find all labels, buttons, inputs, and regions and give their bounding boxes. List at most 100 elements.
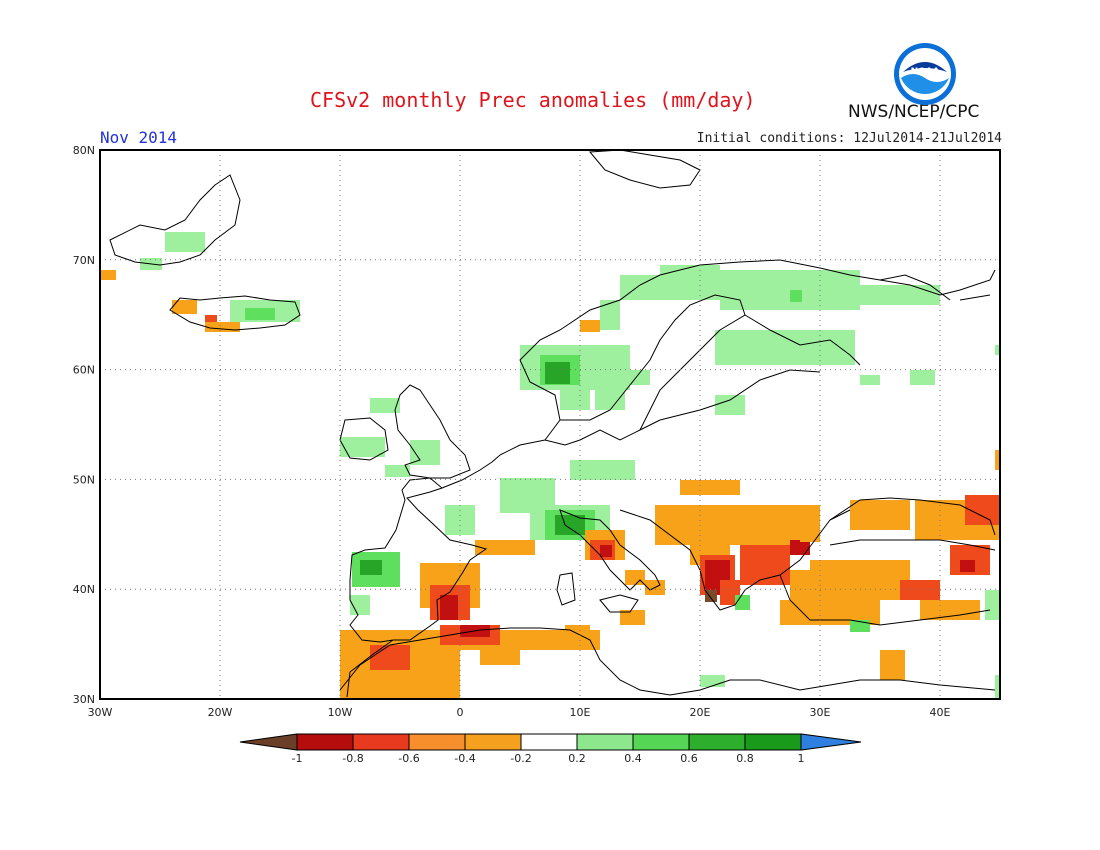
anomaly-cell [995, 345, 1000, 355]
anomaly-cell [985, 590, 1000, 620]
anomaly-cell [340, 630, 600, 650]
anomaly-cell [370, 645, 410, 670]
anomaly-cell [915, 500, 1000, 540]
anomaly-cell [735, 595, 750, 610]
anomaly-cell [340, 437, 385, 457]
legend-swatch [296, 733, 354, 751]
anomaly-cell [245, 308, 275, 320]
latitude-label: 40N [73, 583, 95, 596]
anomaly-cell [850, 620, 870, 632]
legend-label: -0.2 [510, 752, 531, 765]
sweden-coast [560, 294, 746, 431]
anomaly-cell [715, 330, 855, 365]
map-title: CFSv2 monthly Prec anomalies (mm/day) [310, 88, 756, 112]
anomaly-cell [600, 300, 620, 330]
noaa-logo-icon: NOAA [894, 43, 956, 105]
anomaly-cell [165, 232, 205, 252]
legend-label: -0.4 [454, 752, 475, 765]
anomaly-cell [995, 450, 1000, 470]
anomaly-cell [660, 265, 720, 280]
legend-swatch [632, 733, 690, 751]
italy-coast [559, 509, 661, 591]
anomaly-cell [900, 580, 940, 600]
anomaly-cell [810, 560, 910, 600]
legend-label: -0.6 [398, 752, 419, 765]
anomaly-cell [860, 375, 880, 385]
organization-label: NWS/NCEP/CPC [848, 102, 980, 122]
legend-swatch [576, 733, 634, 751]
anomaly-cell [715, 395, 745, 415]
iberia-coast [346, 477, 488, 698]
anomaly-cell [620, 275, 720, 300]
anomaly-cell [545, 362, 570, 384]
anomaly-cell [705, 560, 730, 595]
turkey-coast [779, 539, 996, 626]
anomaly-cell [760, 505, 820, 540]
anomaly-cell [645, 580, 665, 595]
anomaly-cell [440, 595, 458, 620]
anomaly-cell [790, 290, 802, 302]
anomaly-cell [370, 398, 400, 413]
baltic-coast [659, 314, 861, 421]
sardinia-coast [556, 572, 576, 606]
anomaly-cell [460, 625, 490, 637]
anomaly-cell [880, 650, 905, 680]
anomaly-cell [910, 370, 935, 385]
balkan-coast [619, 509, 851, 611]
valid-month-label: Nov 2014 [100, 128, 178, 147]
legend-arrow-low [239, 733, 298, 751]
anomaly-cell [565, 625, 590, 650]
initial-conditions-label: Initial conditions: 12Jul2014-21Jul2014 [696, 131, 1002, 146]
anomaly-cell [995, 675, 1000, 700]
latitude-labels: 80N 70N 60N 50N 40N 30N [73, 144, 95, 706]
anomaly-cell [740, 545, 790, 585]
anomaly-cell [430, 585, 470, 620]
anomaly-cell [700, 675, 725, 687]
latitude-label: 50N [73, 473, 95, 486]
anomaly-cell [580, 320, 600, 332]
longitude-labels: 30W 20W 10W 0 10E 20E 30E 40E [88, 706, 951, 719]
longitude-label: 20W [208, 706, 233, 719]
graticule [100, 150, 1000, 699]
sicily-coast [599, 594, 639, 613]
anomaly-cell [360, 560, 382, 575]
longitude-label: 0 [457, 706, 464, 719]
legend-label: -0.8 [342, 752, 363, 765]
north-africa-coast [339, 627, 996, 696]
longitude-label: 10W [328, 706, 353, 719]
legend-label: 0.4 [624, 752, 642, 765]
anomaly-cell [965, 495, 1000, 525]
anomaly-cell [530, 505, 610, 540]
legend-swatch [520, 733, 578, 751]
colorbar-legend: -1 -0.8 -0.6 -0.4 -0.2 0.2 0.4 0.6 0.8 1 [239, 733, 862, 765]
anomaly-cell [680, 480, 740, 495]
france-coast [441, 419, 661, 489]
anomaly-cell [790, 570, 830, 600]
anomaly-cell [595, 380, 625, 410]
svalbard-coast [588, 149, 701, 189]
anomaly-cell [655, 505, 805, 545]
anomaly-cell [960, 560, 975, 572]
anomaly-cell [705, 590, 717, 602]
latitude-label: 70N [73, 254, 95, 267]
latitude-label: 60N [73, 364, 95, 377]
anomaly-cell [625, 570, 645, 585]
anomaly-cell [850, 285, 940, 305]
coastlines [109, 149, 996, 698]
anomaly-cell [100, 270, 116, 280]
anomaly-cell [780, 600, 880, 625]
britain-coast [394, 384, 471, 479]
legend-label: 0.6 [680, 752, 698, 765]
longitude-label: 30E [810, 706, 831, 719]
anomaly-cell [520, 345, 630, 390]
anomaly-cell [690, 535, 730, 565]
iceland-coast [169, 295, 301, 331]
longitude-label: 40E [930, 706, 951, 719]
legend-label: 0.8 [736, 752, 754, 765]
legend-swatch [408, 733, 466, 751]
anomaly-cell [352, 552, 400, 587]
norway-coast [519, 259, 996, 441]
legend-swatch [688, 733, 746, 751]
legend-swatch [464, 733, 522, 751]
legend-arrow-high [800, 733, 862, 751]
